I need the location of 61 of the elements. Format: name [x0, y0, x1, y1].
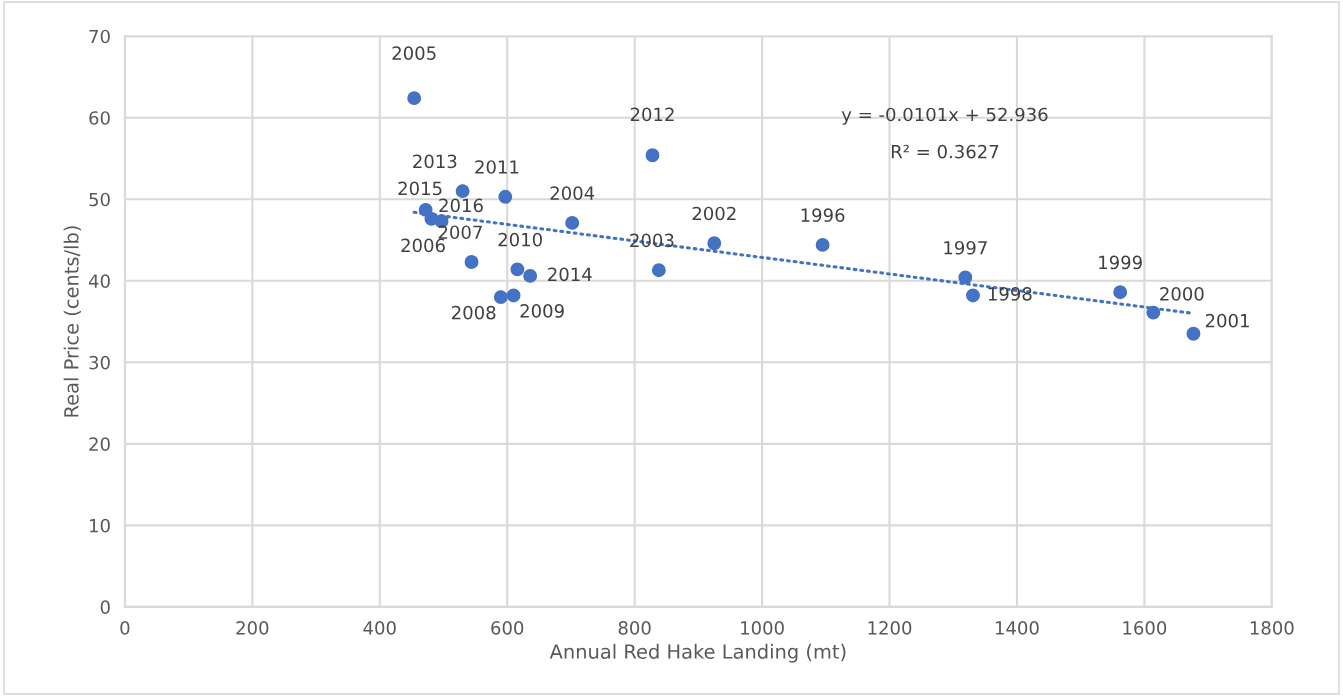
x-tick-label: 200: [236, 621, 269, 635]
point: [1146, 305, 1161, 320]
x-tick-label: 1400: [995, 621, 1039, 635]
annotation: 2014: [548, 267, 592, 282]
y-tick-label: 70: [89, 29, 110, 44]
y-tick-label: 50: [89, 192, 110, 207]
x-tick-label: 0: [120, 621, 130, 635]
annotation: 2012: [630, 107, 674, 122]
point: [707, 236, 722, 251]
annotation: 2005: [392, 46, 436, 60]
annotation: 1996: [801, 208, 845, 222]
annotation: 1998: [988, 287, 1032, 301]
x-tick-label: 600: [491, 621, 524, 635]
x-tick-label: 1800: [1250, 621, 1294, 635]
y-tick-label: 30: [89, 355, 110, 370]
annotation: 2015: [398, 181, 442, 196]
point: [455, 184, 470, 199]
point: [651, 263, 666, 278]
point: [966, 288, 980, 303]
point: [407, 91, 422, 106]
point: [815, 237, 830, 252]
y-tick-label: 0: [100, 600, 110, 615]
point: [645, 148, 660, 163]
point: [506, 288, 521, 303]
x-axis-title: Annual Red Hake Landing (mt): [549, 643, 846, 663]
annotation: R² = 0.3627: [891, 144, 999, 159]
annotation: 2001: [1205, 313, 1249, 328]
y-tick-label: 40: [88, 274, 110, 288]
point: [1113, 285, 1128, 300]
annotation: 2006: [401, 238, 445, 253]
annotation: 2013: [413, 154, 457, 169]
x-tick-label: 1600: [1123, 621, 1167, 635]
point: [493, 290, 508, 305]
annotation: 2002: [692, 206, 736, 221]
annotation: 2010: [498, 232, 542, 247]
point: [565, 215, 580, 230]
y-tick-label: 20: [89, 437, 110, 451]
point: [1186, 326, 1201, 341]
x-tick-label: 1200: [868, 621, 912, 635]
y-axis-title: Real Price (cents/lb): [63, 226, 81, 417]
x-tick-label: 400: [363, 621, 396, 635]
annotation: 2000: [1160, 287, 1204, 301]
annotation: 2009: [520, 304, 564, 318]
point: [418, 202, 433, 217]
annotation: 1997: [944, 240, 987, 255]
annotation: 2016: [439, 198, 483, 213]
y-tick-label: 60: [89, 111, 110, 125]
x-tick-label: 1000: [741, 621, 784, 635]
point: [523, 268, 538, 283]
annotation: 2008: [452, 305, 496, 320]
x-tick-label: 800: [618, 621, 651, 635]
annotation: 2004: [550, 186, 595, 200]
annotation: y = -0.0101x + 52.936: [841, 107, 1048, 125]
point: [498, 189, 513, 204]
point: [510, 262, 525, 277]
annotation: 1999: [1099, 255, 1142, 270]
point: [958, 270, 973, 285]
annotation: 2011: [475, 160, 519, 174]
y-tick-label: 10: [90, 518, 110, 533]
point: [464, 255, 479, 269]
annotation: 2007: [438, 225, 482, 240]
